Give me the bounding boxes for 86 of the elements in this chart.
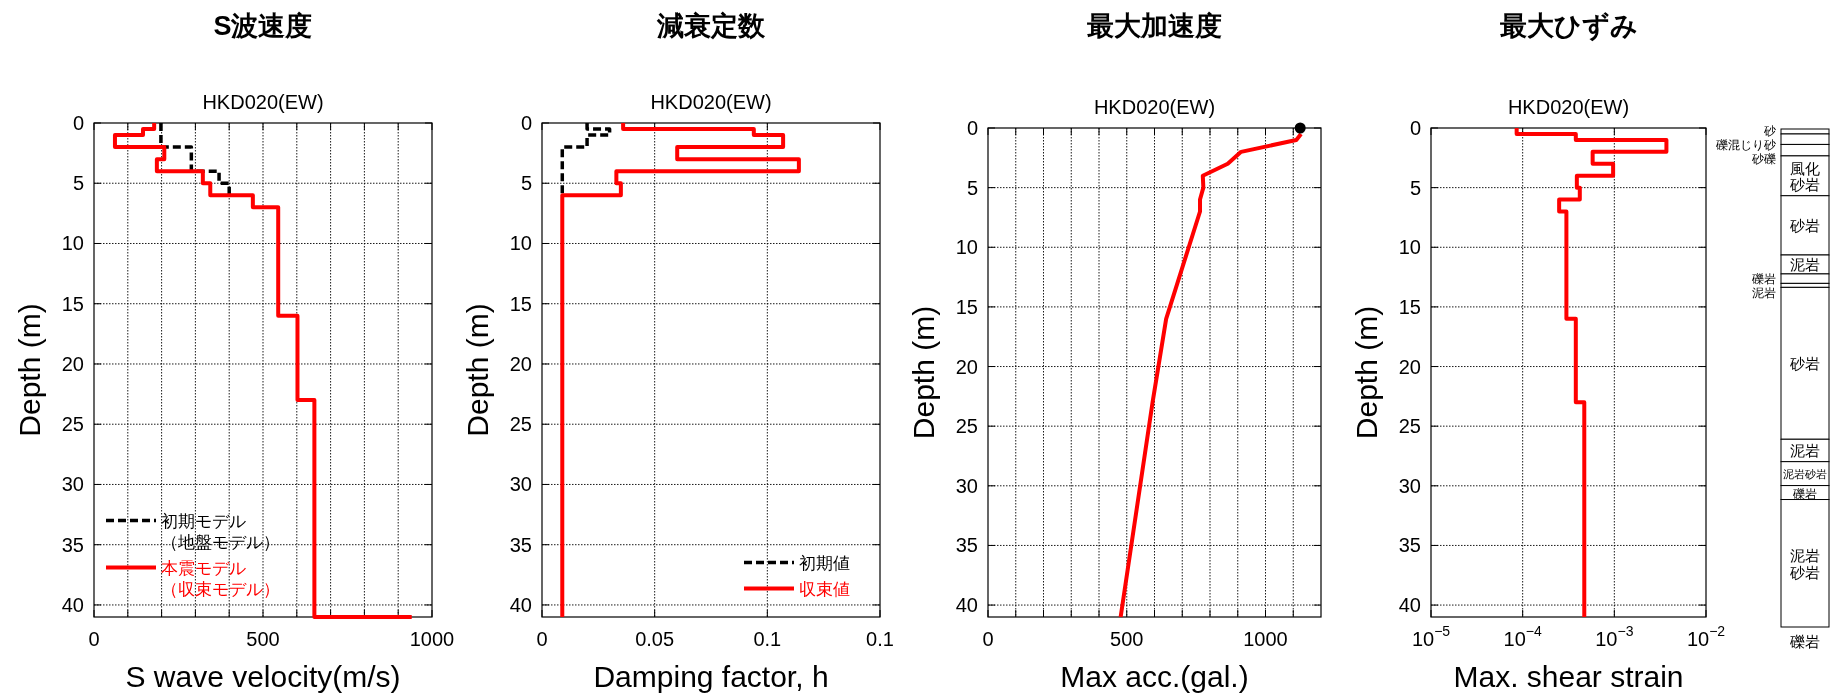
x-tick-label: 0 (88, 628, 100, 650)
y-tick-label: 30 (61, 473, 84, 496)
y-tick-label: 25 (1398, 415, 1421, 438)
y-tick-label: 20 (1398, 355, 1421, 378)
legend-label: 本震モデル（収束モデル） (161, 558, 280, 598)
y-tick-label: 40 (509, 593, 532, 616)
y-tick-label: 5 (966, 176, 978, 199)
y-tick-label: 10 (1398, 236, 1421, 259)
y-axis-title: Depth (m) (460, 303, 494, 437)
legend-label: 初期値 (799, 553, 850, 572)
y-tick-label: 35 (1398, 534, 1421, 557)
y-tick-label: 30 (509, 473, 532, 496)
x-tick-label: 0.05 (635, 628, 675, 650)
y-tick-label: 5 (520, 172, 532, 195)
chart-title: 最大ひずみ (1498, 11, 1638, 42)
x-tick-label: 10$^{−2}$ (1686, 623, 1726, 650)
y-tick-label: 15 (509, 292, 532, 315)
y-tick-label: 35 (61, 533, 84, 556)
y-tick-label: 15 (1398, 295, 1421, 318)
chart-subtitle: HKD020(EW) (650, 91, 772, 113)
x-tick-label: 500 (1110, 628, 1144, 650)
series-label: 砂岩 (1789, 216, 1820, 234)
y-tick-label: 25 (509, 413, 532, 436)
x-tick-label: 0 (536, 628, 548, 650)
y-tick-label: 35 (509, 533, 532, 556)
x-axis-title: Damping factor, h (593, 659, 829, 693)
chart-title: 最大加速度 (1086, 11, 1222, 41)
y-axis-title: Depth (m) (906, 305, 940, 440)
series-label: 砂岩 (1789, 354, 1820, 372)
x-tick-label: 1000 (1243, 628, 1288, 650)
y-tick-label: 20 (955, 355, 978, 378)
series-label: 泥岩砂岩 (1783, 467, 1827, 480)
y-tick-label: 20 (509, 352, 532, 375)
line-series (560, 121, 801, 619)
series-label: 泥岩砂岩 (1789, 546, 1820, 581)
y-tick-label: 0 (1409, 117, 1421, 139)
legend-label: 収束値 (799, 579, 850, 598)
x-tick-label: 0.1 (866, 628, 894, 650)
x-axis-title: Max. shear strain (1453, 659, 1684, 693)
y-tick-label: 15 (61, 292, 84, 315)
y-tick-label: 0 (520, 112, 532, 134)
chart-title: S波速度 (213, 11, 313, 41)
x-tick-label: 10$^{−3}$ (1595, 623, 1634, 650)
x-tick-label: 500 (246, 628, 280, 650)
y-axis-title: Depth (m) (12, 303, 46, 437)
series-label: 礫岩 (1751, 271, 1776, 286)
y-tick-label: 40 (1398, 594, 1421, 617)
y-tick-label: 30 (1398, 474, 1421, 497)
y-tick-label: 0 (966, 117, 978, 139)
y-tick-label: 15 (955, 295, 978, 318)
line-series (112, 121, 414, 619)
series-label: 泥岩 (1790, 255, 1820, 273)
x-tick-label: 10$^{−5}$ (1411, 623, 1451, 650)
x-axis-title: S wave velocity(m/s) (125, 659, 401, 693)
y-tick-label: 20 (61, 352, 84, 375)
y-tick-label: 10 (955, 236, 978, 259)
y-tick-label: 10 (61, 232, 84, 255)
chart-subtitle: HKD020(EW) (1507, 96, 1630, 118)
y-tick-label: 0 (72, 112, 84, 134)
y-tick-label: 5 (72, 172, 84, 195)
series-label: 泥岩 (1790, 441, 1820, 459)
chart-subtitle: HKD020(EW) (202, 91, 324, 113)
y-tick-label: 40 (61, 593, 84, 616)
y-tick-label: 40 (955, 594, 978, 617)
y-tick-label: 25 (61, 413, 84, 436)
y-tick-label: 25 (955, 415, 978, 438)
series-label: 砂 (1763, 124, 1776, 139)
x-tick-label: 0 (982, 628, 994, 650)
chart-title: 減衰定数 (656, 11, 766, 41)
series-label: 礫岩 (1792, 486, 1817, 500)
series-label: 泥岩 (1752, 285, 1776, 300)
y-tick-label: 10 (509, 232, 532, 255)
x-tick-label: 1000 (409, 628, 455, 650)
y-tick-label: 30 (955, 474, 978, 497)
series-label: 風化砂岩 (1789, 159, 1820, 193)
y-axis-title: Depth (m) (1349, 305, 1383, 440)
x-tick-label: 10$^{−4}$ (1503, 623, 1542, 650)
x-axis-title: Max acc.(gal.) (1060, 659, 1249, 693)
y-tick-label: 35 (955, 534, 978, 557)
chart-subtitle: HKD020(EW) (1093, 96, 1216, 118)
series-label: 砂礫 (1751, 152, 1776, 167)
y-tick-label: 5 (1409, 176, 1421, 199)
text: 礫岩 (1789, 632, 1820, 650)
series-label: 礫混じり砂 (1715, 138, 1776, 153)
legend-label: 初期モデル（地盤モデル） (161, 511, 280, 551)
x-tick-label: 0.1 (753, 628, 782, 650)
